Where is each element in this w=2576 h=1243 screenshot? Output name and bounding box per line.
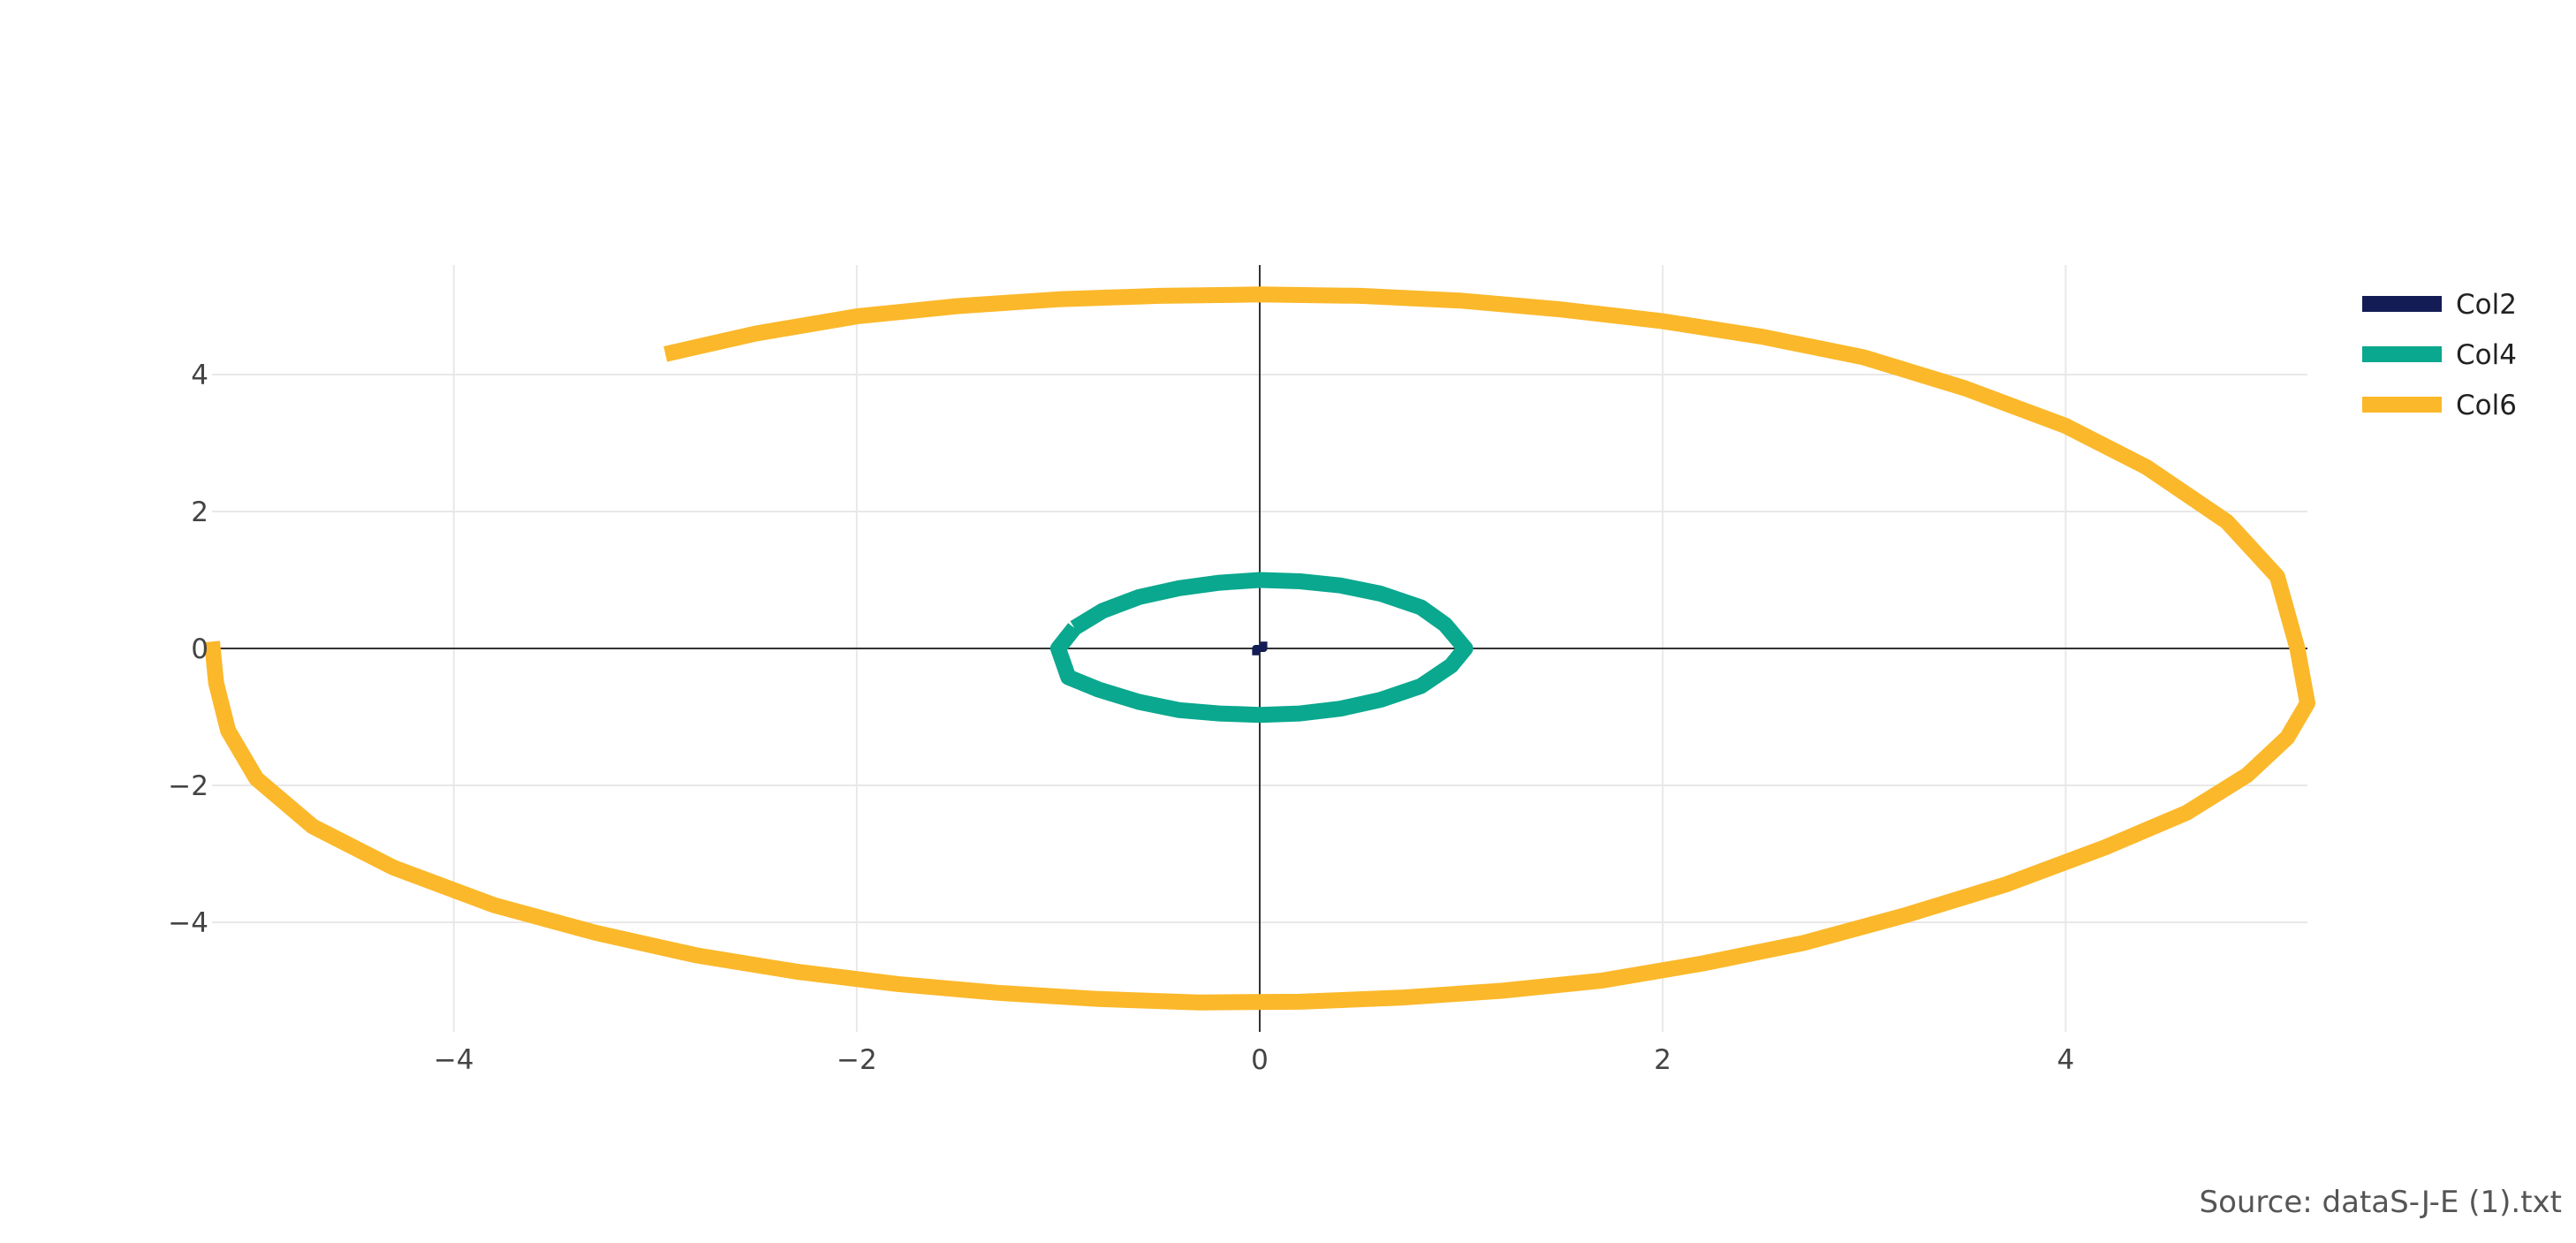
legend-item-col4[interactable]: Col4 — [2362, 339, 2517, 371]
legend-label: Col2 — [2456, 289, 2517, 321]
y-tick-label: 2 — [191, 496, 208, 528]
y-axis-ticks: −4 −2 0 2 4 — [168, 360, 208, 939]
x-axis-ticks: −4 −2 0 2 4 — [434, 1044, 2074, 1076]
legend-item-col2[interactable]: Col2 — [2362, 289, 2517, 321]
x-tick-label: 4 — [2057, 1044, 2074, 1076]
y-tick-label: −2 — [168, 770, 208, 802]
y-tick-label: 0 — [191, 633, 208, 665]
legend-label: Col4 — [2456, 339, 2517, 371]
x-tick-label: −4 — [434, 1044, 474, 1076]
y-tick-label: −4 — [168, 907, 208, 939]
y-tick-label: 4 — [191, 360, 208, 391]
x-tick-label: 2 — [1654, 1044, 1671, 1076]
legend-item-col6[interactable]: Col6 — [2362, 390, 2517, 421]
legend-label: Col6 — [2456, 390, 2517, 421]
source-annotation: Source: dataS-J-E (1).txt — [2200, 1185, 2563, 1220]
x-tick-label: 0 — [1251, 1044, 1269, 1076]
legend[interactable]: Col2 Col4 Col6 — [2362, 289, 2517, 421]
x-tick-label: −2 — [837, 1044, 877, 1076]
